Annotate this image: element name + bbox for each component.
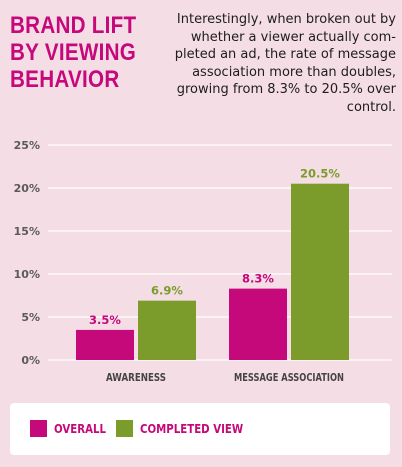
bar-overall	[229, 288, 287, 360]
bars	[76, 183, 349, 360]
legend-item-completed-view: COMPLETED VIEW	[116, 420, 261, 437]
bar-completed-view	[291, 183, 349, 360]
y-tick-label: 5%	[21, 311, 40, 324]
y-tick-label: 0%	[21, 354, 40, 367]
bar-chart: 0% 5% 10% 15% 20% 25% 3.5% 6.9% 8.3% 20.5% AWARE…	[14, 139, 392, 384]
legend-label-overall: OVERALL	[54, 421, 107, 436]
legend-swatch-completed-view	[116, 420, 133, 437]
legend-item-overall: OVERALL	[30, 420, 115, 437]
bar-completed-view	[138, 300, 196, 360]
data-labels: 3.5% 6.9% 8.3% 20.5%	[89, 167, 340, 327]
data-label: 8.3%	[242, 272, 274, 286]
x-tick-label: AWARENESS	[106, 372, 166, 384]
data-label: 6.9%	[151, 284, 183, 298]
chart-title: BRAND LIFT BY VIEWING BEHAVIOR	[10, 12, 137, 93]
y-tick-label: 20%	[14, 182, 40, 195]
x-axis-labels: AWARENESS MESSAGE ASSOCIATION	[106, 372, 344, 384]
bar-overall	[76, 329, 134, 360]
chart-description: Interestingly, when broken out by whethe…	[174, 12, 396, 115]
y-tick-label: 25%	[14, 139, 40, 152]
data-label: 3.5%	[89, 313, 121, 327]
legend-label-completed-view: COMPLETED VIEW	[140, 421, 244, 436]
x-tick-label: MESSAGE ASSOCIATION	[234, 372, 344, 384]
legend: OVERALL COMPLETED VIEW	[10, 403, 390, 455]
y-tick-label: 10%	[14, 268, 40, 281]
data-label: 20.5%	[300, 167, 340, 181]
legend-swatch-overall	[30, 420, 47, 437]
y-tick-label: 15%	[14, 225, 40, 238]
y-axis-ticks: 0% 5% 10% 15% 20% 25%	[14, 139, 40, 367]
